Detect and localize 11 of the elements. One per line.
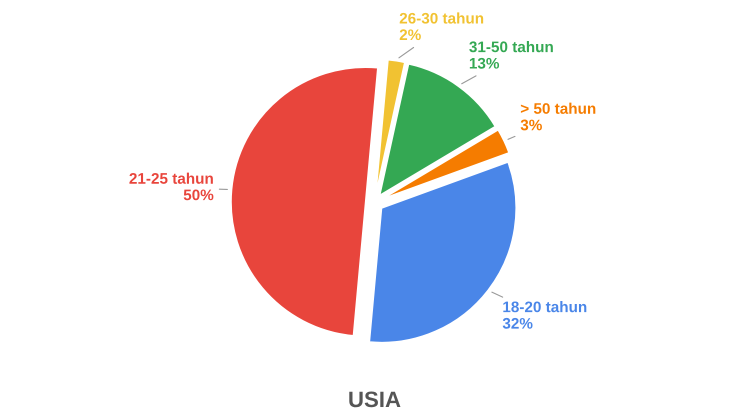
data-label: 32% — [502, 318, 533, 329]
slice-label: 31-50 tahun — [469, 41, 553, 52]
slice-label: 21-25 tahun — [129, 172, 213, 184]
text: USIA — [349, 392, 400, 408]
slice-label: > 50 tahun — [520, 102, 596, 114]
slice-label: 26-30 tahun — [400, 12, 484, 24]
data-label: 3% — [520, 120, 542, 130]
data-label: 2% — [400, 29, 421, 40]
data-label: 13% — [470, 58, 500, 69]
data-label: 50% — [184, 189, 214, 200]
slice-label: 18-20 tahun — [503, 301, 586, 312]
